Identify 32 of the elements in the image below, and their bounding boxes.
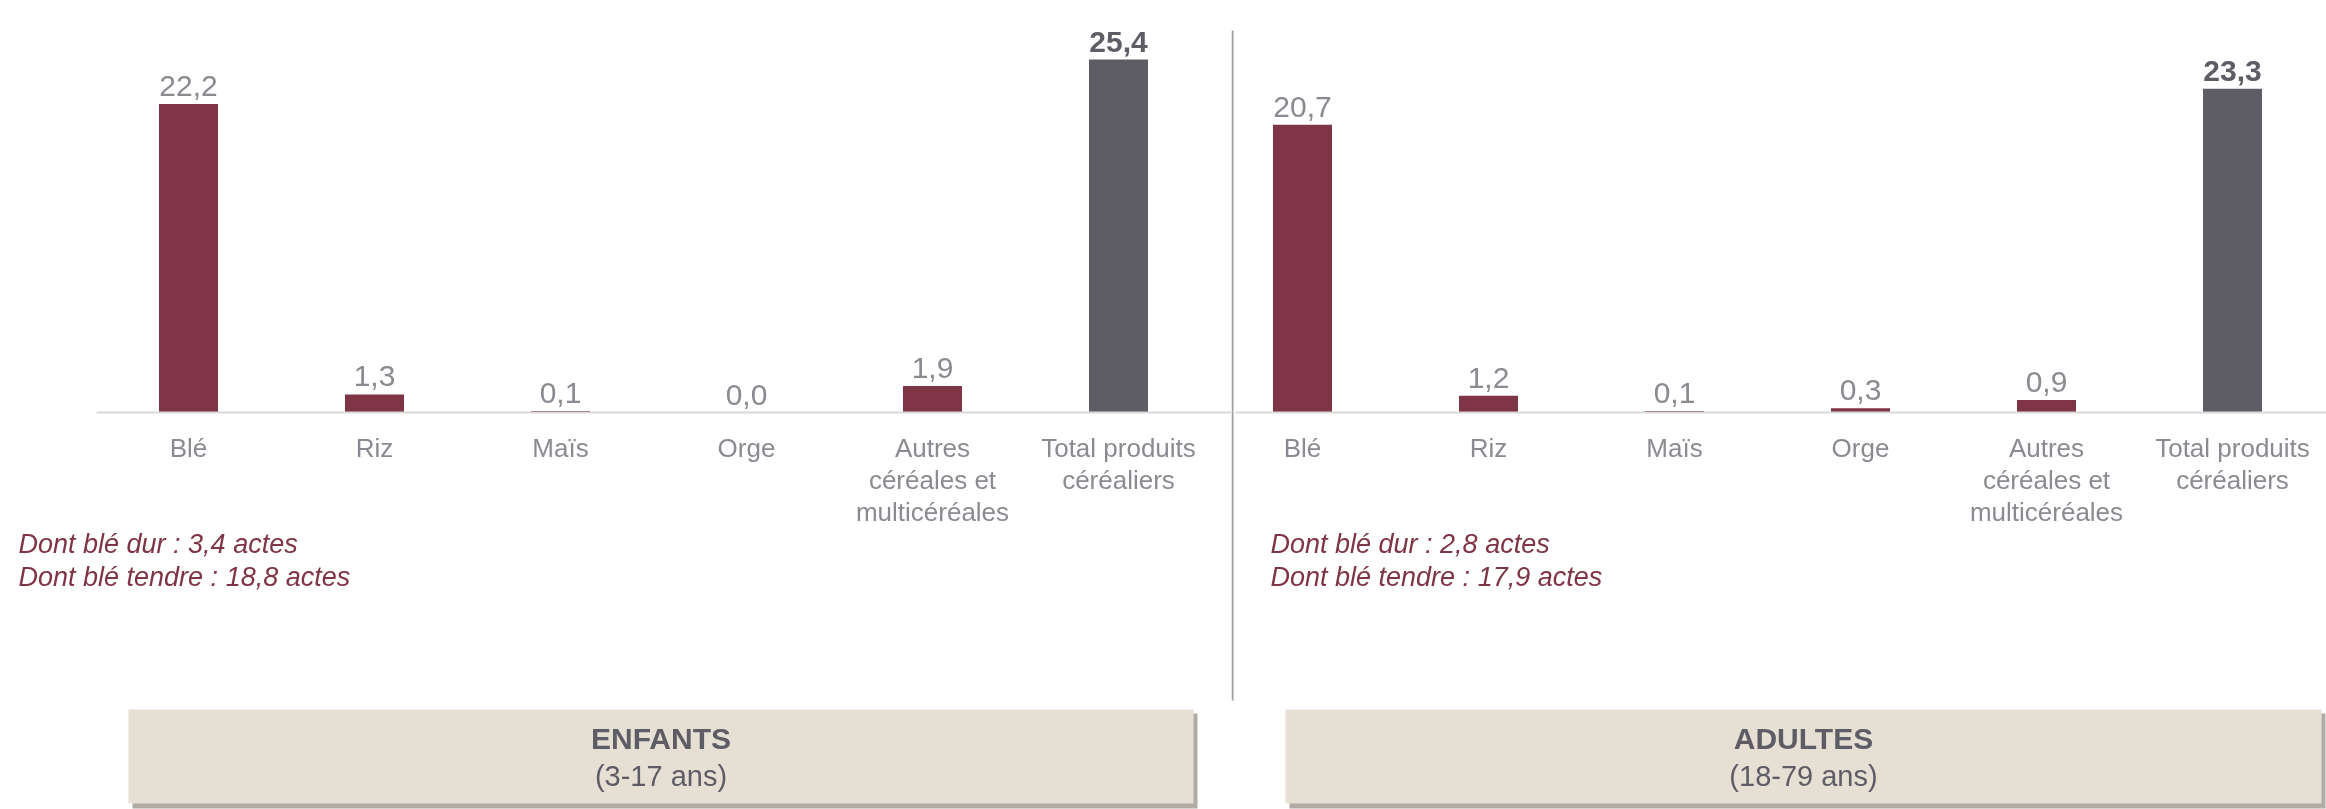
x-tick-label: Riz: [355, 432, 394, 463]
text: Dont blé dur : 3,4 actes: [18, 528, 298, 559]
x-tick-label: Autres céréales et multicéréales: [1969, 432, 2124, 527]
text: ADULTES: [1733, 722, 1874, 755]
data-label: 23,3: [2203, 53, 2262, 87]
x-tick-label: Orge: [1831, 432, 1890, 463]
x-tick-label: Orge: [717, 432, 776, 463]
x-tick-label: Maïs: [532, 432, 589, 463]
data-label: 22,2: [159, 68, 218, 102]
text: (3-17 ans): [594, 759, 728, 792]
data-label: 1,9: [911, 351, 954, 385]
x-tick-label: Total produits céréaliers: [2155, 432, 2310, 495]
text: Dont blé tendre : 18,8 actes: [18, 561, 351, 592]
text: (18-79 ans): [1729, 759, 1878, 792]
x-tick-label: Maïs: [1646, 432, 1703, 463]
x-tick-label: Riz: [1469, 432, 1508, 463]
x-tick-label: Blé: [169, 432, 208, 463]
data-label: 0,3: [1839, 373, 1882, 407]
text: ENFANTS: [591, 722, 732, 755]
text: Dont blé tendre : 17,9 actes: [1270, 561, 1603, 592]
x-tick-label: Blé: [1283, 432, 1322, 463]
data-label: 20,7: [1273, 89, 1332, 123]
data-label: 1,2: [1467, 360, 1510, 394]
text: Dont blé dur : 2,8 actes: [1270, 528, 1550, 559]
data-label: 25,4: [1089, 24, 1149, 58]
x-tick-label: Total produits céréaliers: [1041, 432, 1196, 495]
data-label: 0,1: [1653, 376, 1696, 410]
data-label: 0,9: [2025, 364, 2068, 398]
x-tick-label: Autres céréales et multicéréales: [855, 432, 1010, 527]
data-label: 1,3: [353, 359, 396, 393]
data-label: 0,0: [725, 377, 768, 411]
data-label: 0,1: [539, 376, 582, 410]
